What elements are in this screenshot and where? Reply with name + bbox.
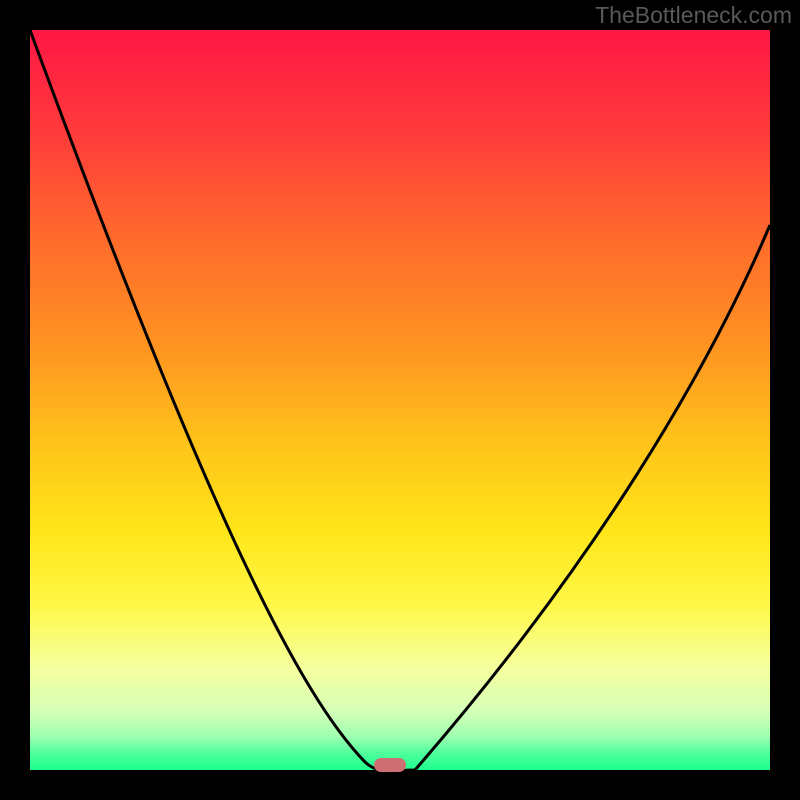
plot-area-gradient [30,30,770,770]
watermark-text: TheBottleneck.com [595,2,792,29]
optimum-marker [374,758,406,772]
bottleneck-chart [0,0,800,800]
chart-container: TheBottleneck.com [0,0,800,800]
